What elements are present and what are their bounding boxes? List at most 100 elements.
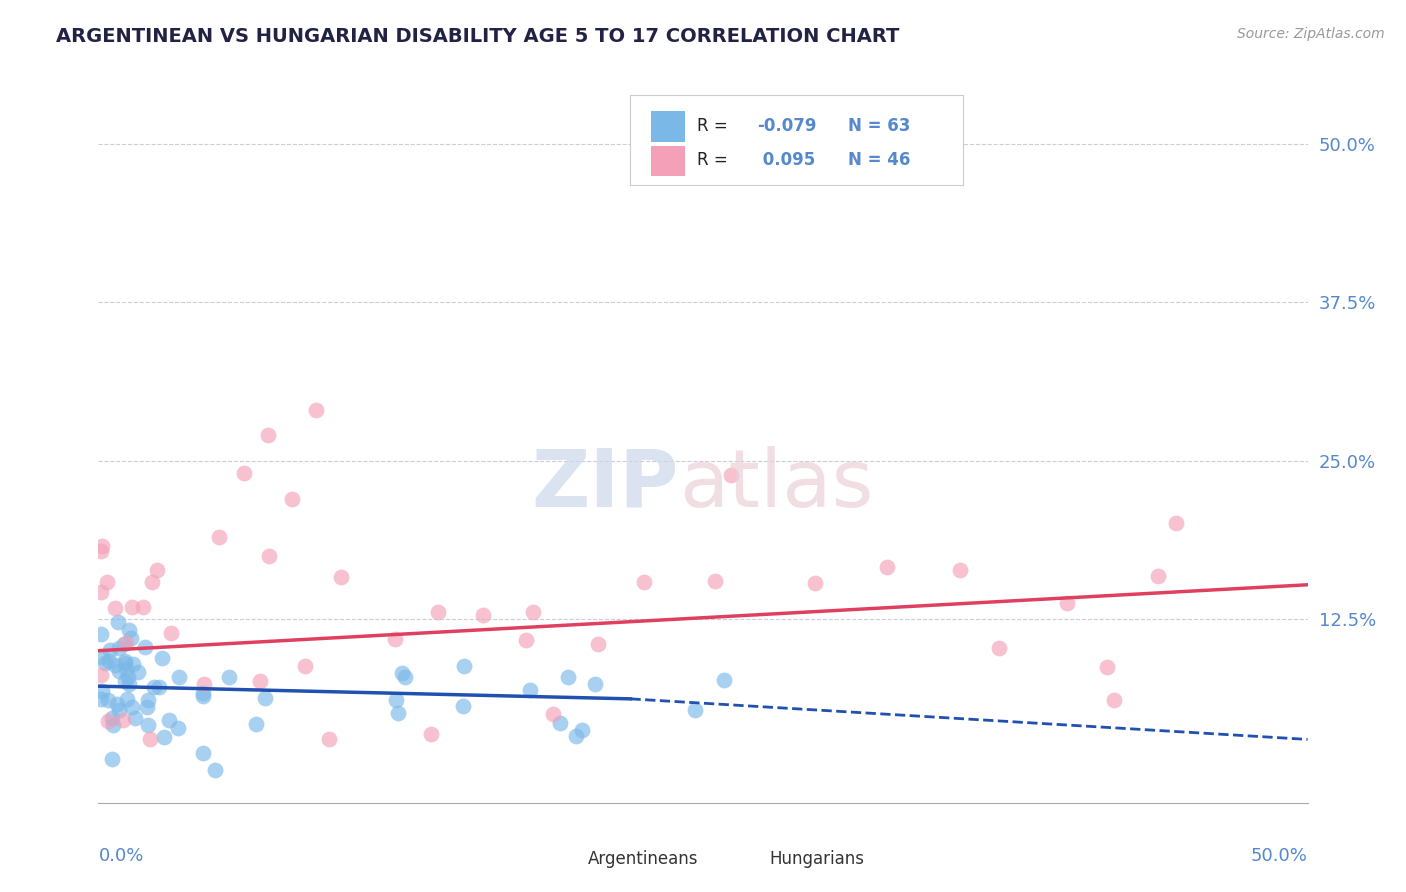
Point: [107, 640, 129, 655]
Point: [515, 633, 537, 648]
Point: [387, 706, 409, 721]
Point: [141, 575, 163, 590]
Point: [90, 668, 112, 682]
Point: [385, 692, 408, 706]
Point: [683, 703, 706, 717]
Point: [253, 691, 276, 706]
Point: [218, 670, 240, 684]
Text: R =: R =: [697, 117, 733, 135]
Point: [105, 697, 128, 711]
Point: [134, 640, 156, 654]
Point: [90, 544, 112, 558]
Point: [90, 683, 112, 698]
Point: [90, 585, 112, 599]
Point: [107, 615, 129, 629]
Point: [90, 649, 112, 664]
Point: [571, 723, 593, 737]
Point: [148, 681, 170, 695]
Point: [153, 730, 176, 744]
Text: Source: ZipAtlas.com: Source: ZipAtlas.com: [1237, 27, 1385, 41]
Point: [120, 631, 142, 645]
Point: [876, 560, 898, 574]
Point: [93, 656, 115, 670]
Text: Hungarians: Hungarians: [769, 850, 865, 868]
Text: 50.0%: 50.0%: [1251, 847, 1308, 865]
Point: [384, 632, 406, 647]
Point: [208, 530, 231, 544]
Text: ARGENTINEAN VS HUNGARIAN DISABILITY AGE 5 TO 17 CORRELATION CHART: ARGENTINEAN VS HUNGARIAN DISABILITY AGE …: [56, 27, 900, 45]
Point: [136, 693, 159, 707]
Point: [98, 642, 121, 657]
Point: [519, 683, 541, 698]
Point: [90, 627, 112, 641]
Point: [104, 601, 127, 615]
Point: [97, 654, 120, 668]
Point: [111, 713, 134, 727]
Point: [703, 574, 725, 589]
Point: [97, 714, 120, 728]
Point: [232, 467, 254, 481]
Point: [245, 717, 267, 731]
Point: [949, 563, 972, 577]
Point: [713, 673, 735, 687]
Point: [146, 563, 169, 577]
Point: [103, 717, 125, 731]
Point: [420, 726, 443, 740]
Point: [117, 670, 139, 684]
Point: [720, 467, 742, 482]
Point: [249, 673, 271, 688]
Point: [1056, 595, 1078, 609]
Point: [107, 664, 129, 678]
Point: [97, 693, 120, 707]
Point: [150, 651, 173, 665]
Point: [257, 549, 280, 564]
Point: [114, 636, 136, 650]
Point: [633, 574, 655, 589]
Point: [804, 576, 827, 591]
Point: [522, 605, 544, 619]
Text: N = 63: N = 63: [848, 117, 911, 135]
Point: [541, 706, 564, 721]
FancyBboxPatch shape: [727, 848, 761, 870]
Point: [193, 677, 215, 691]
Point: [114, 656, 136, 670]
Point: [143, 680, 166, 694]
Point: [90, 691, 112, 706]
Point: [191, 690, 214, 704]
Point: [114, 654, 136, 668]
Point: [159, 626, 181, 640]
Point: [108, 703, 131, 717]
Point: [583, 677, 606, 691]
Point: [117, 677, 139, 691]
Point: [391, 666, 413, 681]
Text: 0.0%: 0.0%: [98, 847, 143, 865]
Point: [127, 665, 149, 679]
Point: [166, 721, 188, 735]
Point: [256, 428, 278, 442]
Point: [112, 637, 135, 651]
Point: [167, 670, 190, 684]
Point: [124, 711, 146, 725]
Point: [136, 717, 159, 731]
Point: [118, 623, 141, 637]
Point: [132, 600, 155, 615]
Text: R =: R =: [697, 152, 733, 169]
Point: [191, 686, 214, 700]
FancyBboxPatch shape: [651, 112, 685, 142]
FancyBboxPatch shape: [630, 95, 963, 185]
Point: [91, 539, 114, 553]
Point: [294, 659, 316, 673]
FancyBboxPatch shape: [546, 848, 579, 870]
Point: [191, 747, 214, 761]
Text: atlas: atlas: [679, 446, 873, 524]
Point: [1164, 516, 1187, 530]
Point: [101, 751, 124, 765]
Text: Argentineans: Argentineans: [588, 850, 699, 868]
Point: [471, 608, 494, 623]
Point: [305, 402, 328, 417]
Point: [1146, 569, 1168, 583]
Point: [139, 732, 162, 747]
Point: [135, 699, 157, 714]
Point: [281, 491, 304, 506]
Point: [96, 574, 118, 589]
